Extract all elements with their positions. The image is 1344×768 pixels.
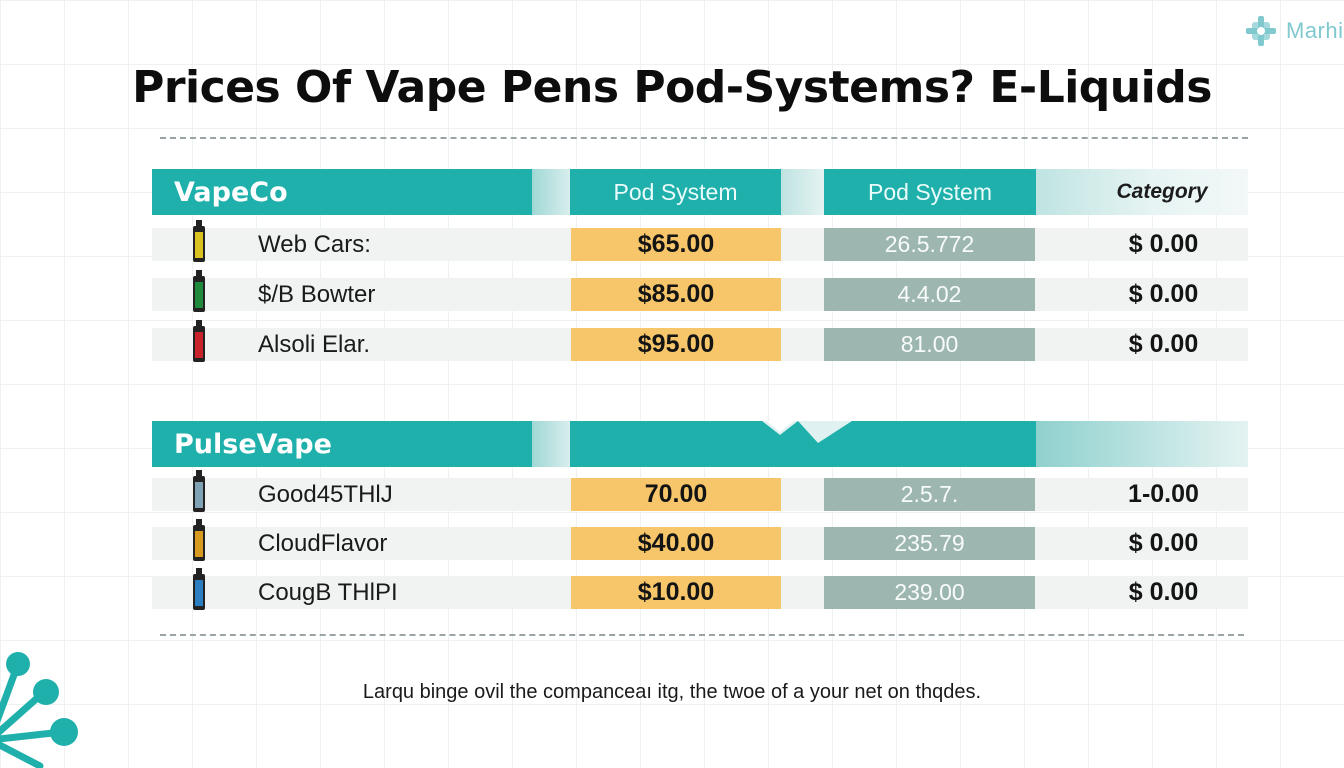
vape-pen-icon — [193, 519, 205, 561]
product-name: CloudFlavor — [258, 530, 388, 557]
product-name: Alsoli Elar. — [258, 331, 371, 358]
table-row: Good45THlJ 70.00 2.5.7. 1-0.00 — [152, 470, 1248, 512]
product-name: Web Cars: — [258, 231, 371, 258]
table-row: CloudFlavor $40.00 235.79 $ 0.00 — [152, 519, 1248, 561]
table-row: CougB THlPI $10.00 239.00 $ 0.00 — [152, 568, 1248, 610]
category-cell: 1-0.00 — [1128, 480, 1199, 508]
price-cell: $40.00 — [571, 527, 781, 560]
product-name: $/B Bowter — [258, 281, 376, 308]
value-cell: 4.4.02 — [824, 278, 1035, 311]
footer-note: Larqu binge ovil the companceaı itg, the… — [362, 681, 982, 703]
brand-header-label: PulseVape — [152, 421, 532, 467]
price-cell: $95.00 — [571, 328, 781, 361]
vape-pen-icon — [193, 470, 205, 512]
category-cell: $ 0.00 — [1128, 578, 1199, 606]
brand-header-label: VapeCo — [152, 169, 532, 215]
header-notch-decoration — [762, 421, 852, 443]
bottom-divider — [160, 634, 1244, 636]
header-bar-fill — [570, 421, 1036, 467]
page-title: Prices Of Vape Pens Pod-Systems? E-Liqui… — [132, 62, 1212, 113]
category-cell: $ 0.00 — [1128, 529, 1199, 557]
table-row: $/B Bowter $85.00 4.4.02 $ 0.00 — [152, 270, 1248, 312]
logo-text: Marhi — [1286, 18, 1344, 43]
price-cell: 70.00 — [571, 478, 781, 511]
price-cell: $10.00 — [571, 576, 781, 609]
column-header-pod-system-2: Pod System — [824, 169, 1036, 215]
value-cell: 81.00 — [824, 328, 1035, 361]
molecule-decoration-icon — [0, 652, 78, 768]
logo-mark-icon — [1246, 16, 1276, 46]
top-divider — [160, 137, 1248, 139]
product-name: CougB THlPI — [258, 579, 398, 606]
price-cell: $85.00 — [571, 278, 781, 311]
value-cell: 2.5.7. — [824, 478, 1035, 511]
category-cell: $ 0.00 — [1128, 280, 1199, 308]
header-fade — [781, 169, 824, 215]
price-cell: $65.00 — [571, 228, 781, 261]
vape-pen-icon — [193, 270, 205, 312]
table-row: Alsoli Elar. $95.00 81.00 $ 0.00 — [152, 320, 1248, 362]
value-cell: 26.5.772 — [824, 228, 1035, 261]
header-fade — [532, 421, 570, 467]
brand-logo: Marhi — [1244, 14, 1344, 48]
table-row: Web Cars: $65.00 26.5.772 $ 0.00 — [152, 220, 1248, 262]
header-fade — [532, 169, 570, 215]
product-name: Good45THlJ — [258, 481, 393, 508]
vape-pen-icon — [193, 568, 205, 610]
column-header-category: Category — [1036, 169, 1248, 215]
category-cell: $ 0.00 — [1128, 230, 1199, 258]
vape-pen-icon — [193, 220, 205, 262]
section-header-vapeco: VapeCo Pod System Pod System Category — [0, 169, 1344, 215]
column-header-pod-system-1: Pod System — [570, 169, 781, 215]
section-header-pulsevape: PulseVape — [0, 421, 1344, 467]
value-cell: 239.00 — [824, 576, 1035, 609]
category-cell: $ 0.00 — [1128, 330, 1199, 358]
vape-pen-icon — [193, 320, 205, 362]
header-fade — [1036, 421, 1248, 467]
value-cell: 235.79 — [824, 527, 1035, 560]
